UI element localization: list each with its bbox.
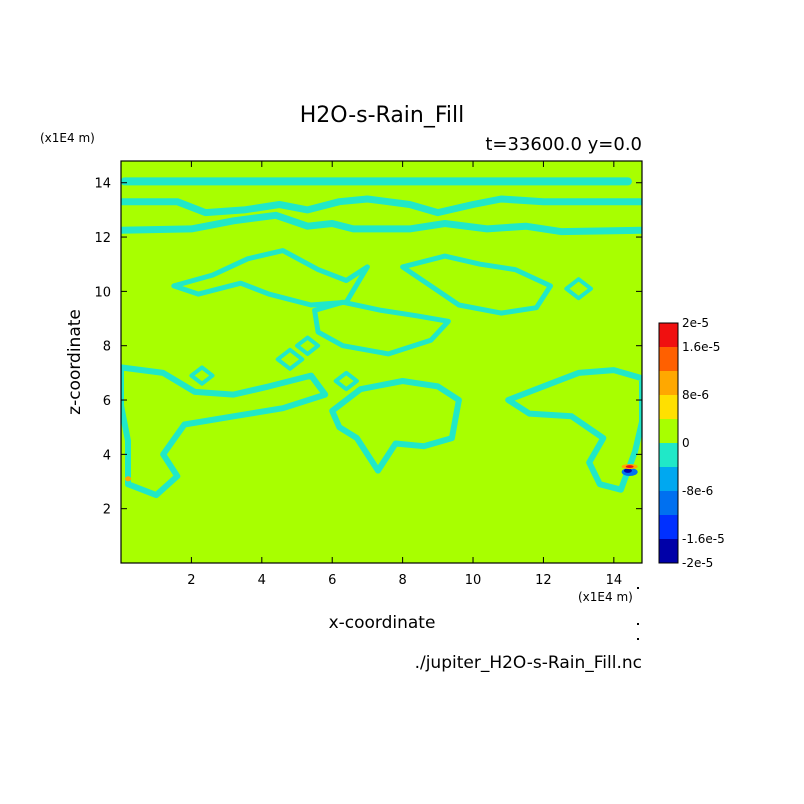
y-tick-label: 8 bbox=[103, 340, 111, 355]
colorbar: 2e-5 1.6e-5 8e-6 0 -8e-6 -1.6e-5 -2e-5 bbox=[658, 316, 725, 570]
negative-spot-core bbox=[623, 468, 632, 473]
contour-diamond bbox=[189, 365, 215, 386]
y-tick-label: 10 bbox=[94, 285, 111, 300]
contour-lower-center bbox=[329, 378, 462, 474]
colorbar-frame bbox=[658, 322, 679, 564]
contour-mid-left bbox=[171, 248, 370, 308]
colorbar-segment bbox=[659, 467, 678, 491]
contour-lower-left bbox=[121, 364, 329, 499]
x-tick-label: 8 bbox=[398, 573, 406, 588]
colorbar-segment bbox=[659, 443, 678, 467]
contour-mid-right bbox=[400, 253, 553, 316]
x-tick-label: 4 bbox=[258, 573, 266, 588]
contour-layer bbox=[121, 177, 642, 499]
colorbar-segment bbox=[659, 539, 678, 563]
contour-mid-center bbox=[312, 299, 451, 357]
x-tick-label: 12 bbox=[535, 573, 552, 588]
plot-background bbox=[121, 161, 642, 563]
colorbar-segment bbox=[659, 347, 678, 371]
y-axis-ticks: 2 4 6 8 10 12 14 bbox=[94, 177, 642, 518]
x-tick-label: 10 bbox=[465, 573, 482, 588]
colorbar-segment bbox=[659, 419, 678, 443]
chart-subtitle: t=33600.0 y=0.0 bbox=[485, 134, 642, 155]
positive-spot-left bbox=[125, 476, 132, 482]
y-tick-label: 12 bbox=[94, 231, 111, 246]
colorbar-segment bbox=[659, 515, 678, 539]
contour-diamond bbox=[564, 277, 593, 301]
chart-title: H2O-s-Rain_Fill bbox=[300, 103, 465, 128]
colorbar-segment bbox=[659, 395, 678, 419]
colorbar-tick-label: -2e-5 bbox=[682, 556, 713, 570]
x-unit-label: (x1E4 m) bbox=[578, 590, 633, 604]
y-axis-label: z-coordinate bbox=[65, 309, 85, 415]
colorbar-segment bbox=[659, 323, 678, 347]
contour-diamond bbox=[295, 335, 321, 356]
contour-band-lower bbox=[121, 211, 642, 236]
colorbar-tick-label: 2e-5 bbox=[682, 316, 709, 330]
y-tick-label: 4 bbox=[103, 448, 111, 463]
contour-band-upper bbox=[121, 195, 642, 217]
colorbar-tick-label: -8e-6 bbox=[682, 484, 713, 498]
y-tick-label: 6 bbox=[103, 394, 111, 409]
y-unit-label: (x1E4 m) bbox=[40, 131, 95, 145]
x-axis-ticks: 2 4 6 8 10 12 14 bbox=[187, 161, 622, 588]
contour-diamond bbox=[333, 370, 359, 392]
plot-area: 2 4 6 8 10 12 14 2 4 6 8 10 12 14 bbox=[94, 160, 643, 588]
colorbar-tick-label: 8e-6 bbox=[682, 388, 709, 402]
x-tick-label: 14 bbox=[606, 573, 623, 588]
colorbar-segment bbox=[659, 371, 678, 395]
contour-diamond bbox=[275, 347, 305, 371]
y-tick-label: 14 bbox=[94, 177, 111, 192]
plot-frame bbox=[120, 160, 643, 564]
colorbar-tick-label: 0 bbox=[682, 436, 690, 450]
x-axis-label: x-coordinate bbox=[329, 613, 436, 633]
colorbar-tick-label: -1.6e-5 bbox=[682, 532, 725, 546]
colorbar-segment bbox=[659, 491, 678, 515]
x-tick-label: 6 bbox=[328, 573, 336, 588]
x-tick-label: 2 bbox=[187, 573, 195, 588]
cursor-marks bbox=[637, 587, 639, 640]
colorbar-tick-label: 1.6e-5 bbox=[682, 340, 720, 354]
source-filename: ./jupiter_H2O-s-Rain_Fill.nc bbox=[415, 653, 642, 673]
y-tick-label: 2 bbox=[103, 503, 111, 518]
positive-spot-core bbox=[625, 465, 634, 468]
